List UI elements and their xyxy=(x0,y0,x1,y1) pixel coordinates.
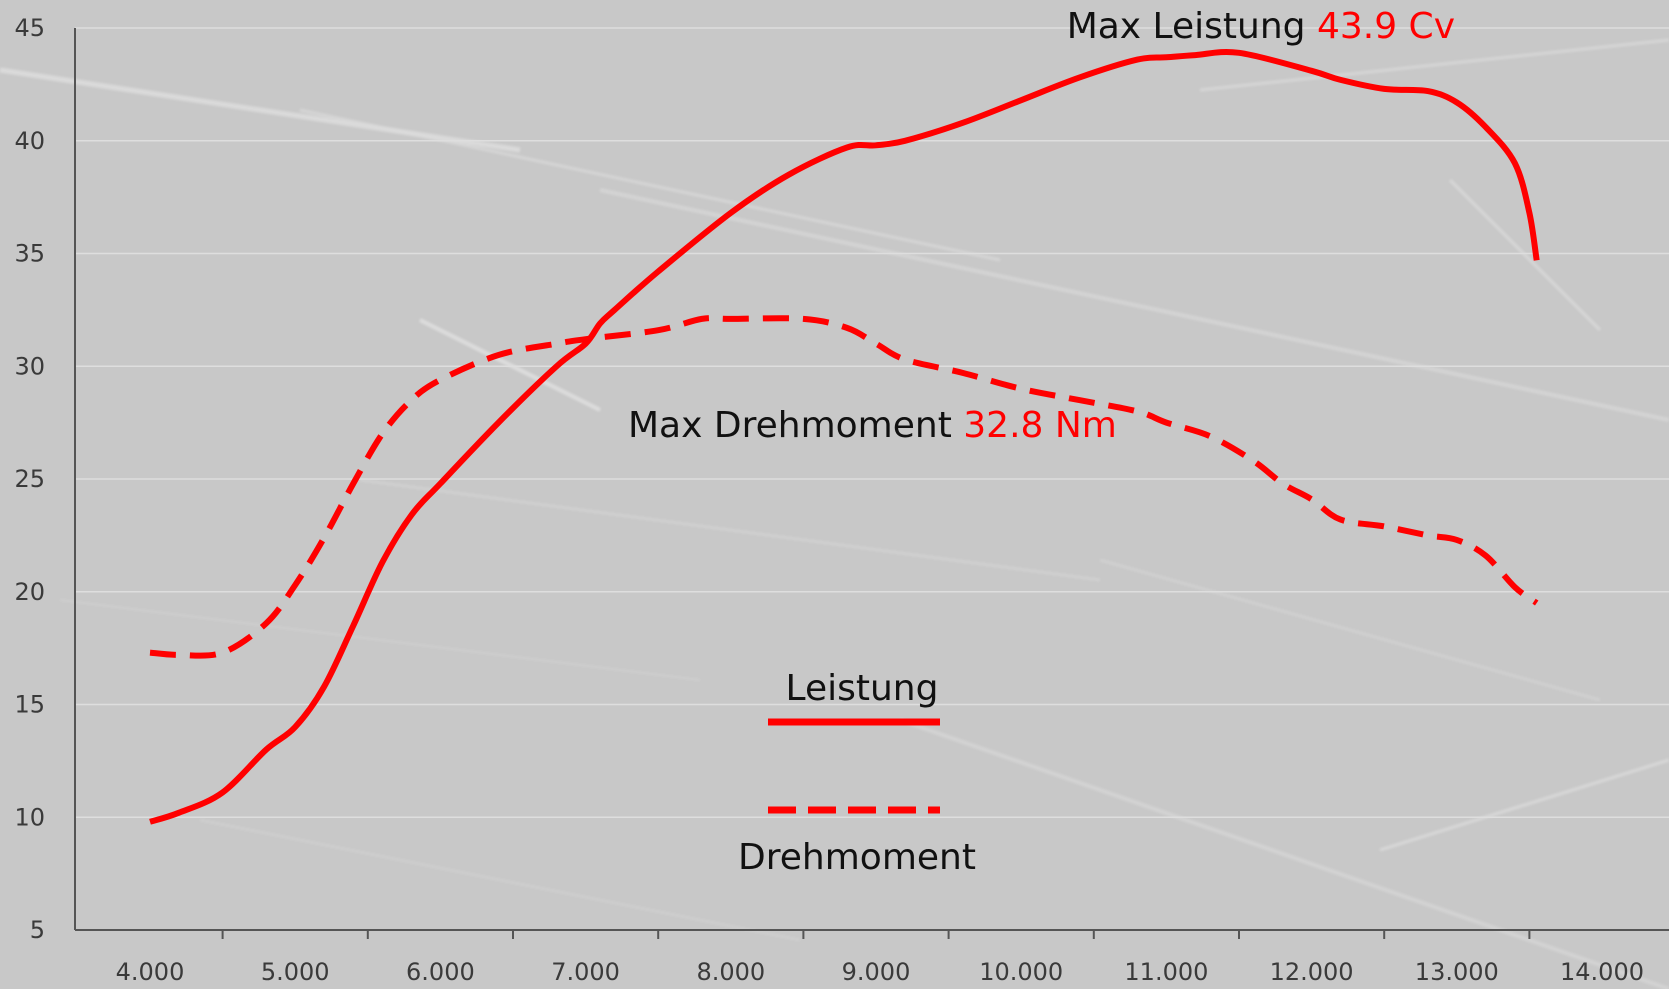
x-tick-label: 4.000 xyxy=(116,958,185,986)
y-tick-label: 15 xyxy=(14,691,45,719)
series-lines xyxy=(149,48,1540,825)
y-tick-label: 20 xyxy=(14,578,45,606)
x-tick-label: 9.000 xyxy=(842,958,911,986)
y-tick-label: 10 xyxy=(14,803,45,831)
x-tick-label: 7.000 xyxy=(551,958,620,986)
max-leistung-value: 43.9 Cv xyxy=(1317,6,1455,47)
series-line-leistung xyxy=(149,48,1540,825)
axes: 5 10 15 20 25 30 35 40 45 4.000 5.000 6.000 7.000 8.0… xyxy=(14,14,1669,986)
y-tick-label: 25 xyxy=(14,465,45,493)
x-tick-label: 13.000 xyxy=(1415,958,1499,986)
max-leistung-label: Max Leistung xyxy=(1067,6,1306,47)
annotations: Max Leistung 43.9 Cv Max Drehmoment 32.8… xyxy=(628,6,1455,446)
x-tick-label: 12.000 xyxy=(1270,958,1354,986)
max-drehmoment-label: Max Drehmoment xyxy=(628,405,952,446)
legend: Leistung Drehmoment xyxy=(738,668,976,878)
x-tick-label: 8.000 xyxy=(696,958,765,986)
max-leistung-annotation: Max Leistung 43.9 Cv xyxy=(1067,6,1455,47)
x-tick-label: 10.000 xyxy=(979,958,1063,986)
x-tick-label: 11.000 xyxy=(1124,958,1208,986)
y-tick-label: 40 xyxy=(14,127,45,155)
x-tick-label: 14.000 xyxy=(1560,958,1644,986)
x-tick-label: 6.000 xyxy=(406,958,475,986)
series-line-drehmoment xyxy=(149,315,1539,659)
y-tick-label: 30 xyxy=(14,352,45,380)
gridlines xyxy=(75,27,1669,818)
y-tick-label: 35 xyxy=(14,240,45,268)
legend-label-leistung: Leistung xyxy=(786,668,939,709)
max-drehmoment-value: 32.8 Nm xyxy=(963,405,1117,446)
legend-label-drehmoment: Drehmoment xyxy=(738,837,976,878)
y-tick-label: 45 xyxy=(14,14,45,42)
x-tick-label: 5.000 xyxy=(261,958,330,986)
y-tick-label: 5 xyxy=(30,916,45,944)
max-drehmoment-annotation: Max Drehmoment 32.8 Nm xyxy=(628,405,1117,446)
